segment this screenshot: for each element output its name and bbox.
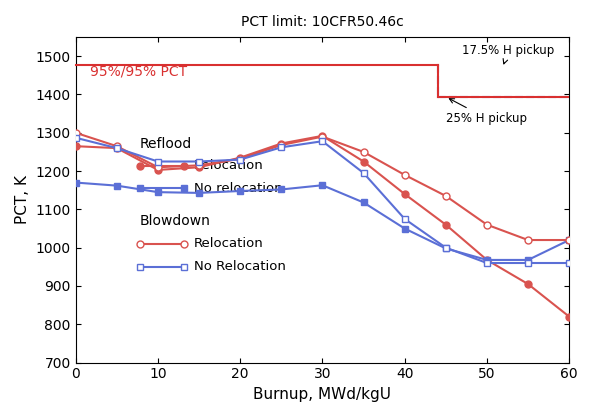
Text: Relocation: Relocation — [194, 237, 264, 250]
Text: PCT limit: 10CFR50.46c: PCT limit: 10CFR50.46c — [241, 15, 404, 29]
Text: 95%/95% PCT: 95%/95% PCT — [91, 64, 187, 78]
Text: Relocation: Relocation — [194, 159, 264, 172]
Text: 25% H pickup: 25% H pickup — [446, 99, 527, 125]
Text: Reflood: Reflood — [140, 138, 192, 151]
Text: 17.5% H pickup: 17.5% H pickup — [463, 44, 554, 64]
Text: No Relocation: No Relocation — [194, 260, 286, 273]
Text: No relocation: No relocation — [194, 182, 283, 195]
X-axis label: Burnup, MWd/kgU: Burnup, MWd/kgU — [253, 387, 391, 402]
Y-axis label: PCT, K: PCT, K — [15, 175, 30, 224]
Text: Blowdown: Blowdown — [140, 214, 211, 228]
